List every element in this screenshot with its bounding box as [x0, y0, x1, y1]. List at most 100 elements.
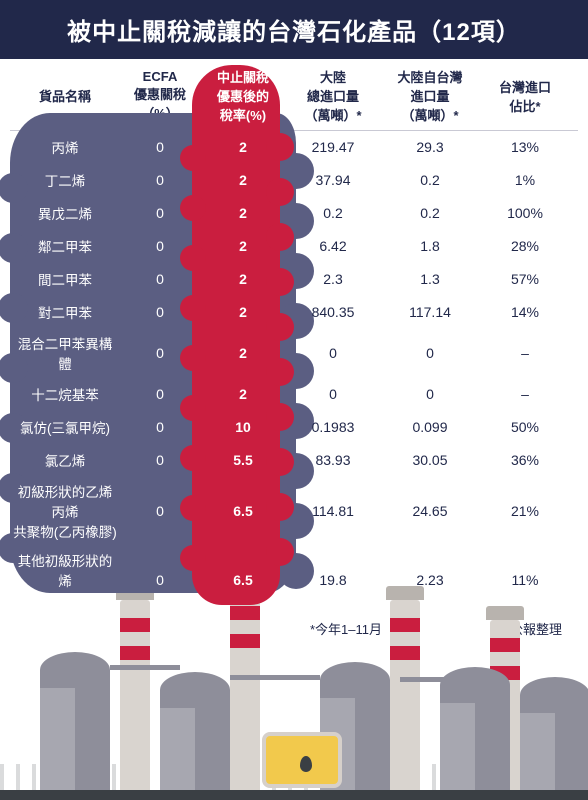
cell-tw_import: 0.2 — [380, 172, 480, 188]
cell-rate: 2 — [200, 172, 286, 188]
col-name-header: 貨品名稱 — [10, 86, 120, 105]
cell-rate: 2 — [200, 271, 286, 287]
cell-name: 氯乙烯 — [10, 446, 120, 474]
table-row: 對二甲苯02840.35117.1414% — [10, 296, 578, 329]
cell-import: 0 — [286, 386, 380, 402]
cell-ecfa: 0 — [120, 386, 200, 402]
cell-tw_import: 30.05 — [380, 452, 480, 468]
table-row: 丁二烯0237.940.21% — [10, 164, 578, 197]
chimney — [390, 600, 420, 790]
table-row: 間二甲苯022.31.357% — [10, 263, 578, 296]
table-row: 異戊二烯020.20.2100% — [10, 197, 578, 230]
cell-name: 丁二烯 — [10, 166, 120, 194]
cell-name: 異戊二烯 — [10, 199, 120, 227]
cell-tw_import: 1.3 — [380, 271, 480, 287]
cell-share: 14% — [480, 304, 570, 320]
cell-name: 十二烷基苯 — [10, 380, 120, 408]
col-share-header: 台灣進口佔比* — [480, 77, 570, 115]
cell-share: 28% — [480, 238, 570, 254]
cell-import: 0.1983 — [286, 419, 380, 435]
table-row: 氯仿(三氯甲烷)0100.19830.09950% — [10, 411, 578, 444]
cell-share: 1% — [480, 172, 570, 188]
cell-ecfa: 0 — [120, 172, 200, 188]
cell-ecfa: 0 — [120, 503, 200, 519]
cell-tw_import: 0.099 — [380, 419, 480, 435]
cell-rate: 6.5 — [200, 572, 286, 588]
col-import-header: 大陸總進口量（萬噸）* — [286, 67, 380, 124]
cell-ecfa: 0 — [120, 452, 200, 468]
cell-rate: 2 — [200, 139, 286, 155]
cell-ecfa: 0 — [120, 572, 200, 588]
cell-ecfa: 0 — [120, 419, 200, 435]
table-row: 初級形狀的乙烯丙烯共聚物(乙丙橡膠)06.5114.8124.6521% — [10, 477, 578, 546]
cell-tw_import: 2.23 — [380, 572, 480, 588]
rows-container: 丙烯02219.4729.313%丁二烯0237.940.21%異戊二烯020.… — [10, 131, 578, 615]
cell-ecfa: 0 — [120, 139, 200, 155]
cell-name: 對二甲苯 — [10, 298, 120, 326]
ground — [0, 790, 588, 800]
cell-name: 間二甲苯 — [10, 265, 120, 293]
silo — [40, 670, 110, 790]
cell-import: 2.3 — [286, 271, 380, 287]
cell-rate: 6.5 — [200, 503, 286, 519]
tank — [262, 732, 342, 788]
cell-name: 鄰二甲苯 — [10, 232, 120, 260]
cell-name: 混合二甲苯異構體 — [10, 329, 120, 377]
cell-ecfa: 0 — [120, 304, 200, 320]
cell-import: 19.8 — [286, 572, 380, 588]
cell-import: 0 — [286, 345, 380, 361]
cell-rate: 2 — [200, 238, 286, 254]
cell-ecfa: 0 — [120, 238, 200, 254]
cell-tw_import: 0 — [380, 386, 480, 402]
silo — [520, 695, 588, 790]
table-row: 丙烯02219.4729.313% — [10, 131, 578, 164]
col-twimp-header: 大陸自台灣進口量（萬噸）* — [380, 67, 480, 124]
page-title: 被中止關稅減讓的台灣石化產品（12項） — [0, 0, 588, 59]
silo — [160, 690, 230, 790]
cell-import: 114.81 — [286, 503, 380, 519]
cell-share: 57% — [480, 271, 570, 287]
cell-rate: 2 — [200, 205, 286, 221]
cell-import: 83.93 — [286, 452, 380, 468]
cell-import: 37.94 — [286, 172, 380, 188]
cell-ecfa: 0 — [120, 271, 200, 287]
cell-name: 其他初級形狀的烯烴聚合物 — [10, 546, 120, 614]
cell-tw_import: 1.8 — [380, 238, 480, 254]
cell-import: 840.35 — [286, 304, 380, 320]
cell-share: 100% — [480, 205, 570, 221]
cell-name: 丙烯 — [10, 133, 120, 161]
cell-share: 50% — [480, 419, 570, 435]
cell-share: 11% — [480, 572, 570, 588]
cell-tw_import: 29.3 — [380, 139, 480, 155]
cell-ecfa: 0 — [120, 345, 200, 361]
cell-share: 36% — [480, 452, 570, 468]
silo — [440, 685, 510, 790]
cell-share: – — [480, 345, 570, 361]
pipe — [400, 677, 460, 682]
cell-import: 6.42 — [286, 238, 380, 254]
cell-rate: 2 — [200, 386, 286, 402]
cell-tw_import: 117.14 — [380, 304, 480, 320]
cell-import: 219.47 — [286, 139, 380, 155]
cell-import: 0.2 — [286, 205, 380, 221]
table-row: 其他初級形狀的烯烴聚合物06.519.82.2311% — [10, 546, 578, 615]
cell-tw_import: 0.2 — [380, 205, 480, 221]
cell-tw_import: 0 — [380, 345, 480, 361]
pipe — [230, 675, 320, 680]
pipe — [110, 665, 180, 670]
cell-name: 氯仿(三氯甲烷) — [10, 413, 120, 441]
cell-rate: 10 — [200, 419, 286, 435]
table-row: 氯乙烯05.583.9330.0536% — [10, 444, 578, 477]
table-row: 十二烷基苯0200– — [10, 378, 578, 411]
cell-share: – — [480, 386, 570, 402]
cell-name: 初級形狀的乙烯丙烯共聚物(乙丙橡膠) — [10, 477, 120, 545]
col-rate-header: 中止關稅優惠後的稅率(%) — [200, 67, 286, 124]
cell-rate: 2 — [200, 345, 286, 361]
cell-rate: 5.5 — [200, 452, 286, 468]
chimney — [120, 600, 150, 790]
cell-ecfa: 0 — [120, 205, 200, 221]
table-area: 貨品名稱 ECFA優惠關稅（%） 中止關稅優惠後的稅率(%) 大陸總進口量（萬噸… — [0, 59, 588, 638]
cell-tw_import: 24.65 — [380, 503, 480, 519]
table-row: 混合二甲苯異構體0200– — [10, 329, 578, 378]
cell-rate: 2 — [200, 304, 286, 320]
